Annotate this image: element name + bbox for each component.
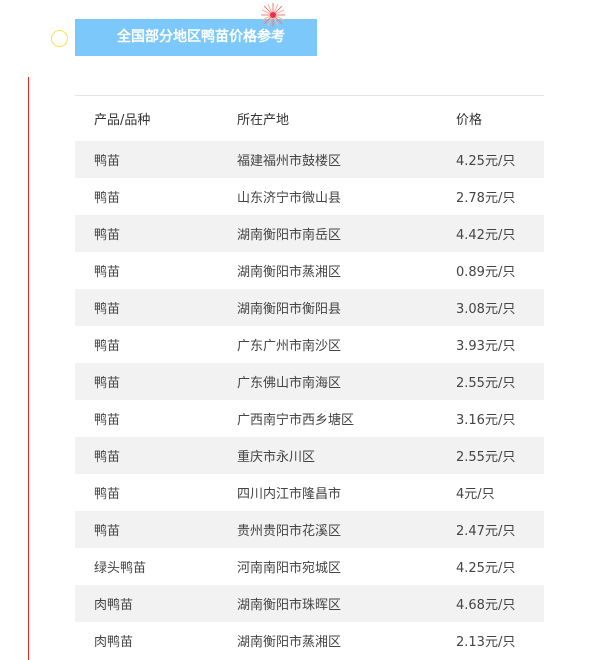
cell-product: 肉鸭苗 <box>94 635 134 650</box>
decorative-circle-icon <box>51 30 68 47</box>
table-row: 鸭苗 山东济宁市微山县 2.78元/只 <box>75 178 544 215</box>
table-row: 鸭苗 福建福州市鼓楼区 4.25元/只 <box>75 141 544 178</box>
section-title: 全国部分地区鸭苗价格参考 <box>117 29 285 45</box>
cell-location: 河南南阳市宛城区 <box>237 561 342 576</box>
cell-product: 鸭苗 <box>94 302 121 317</box>
table-row: 鸭苗 重庆市永川区 2.55元/只 <box>75 437 544 474</box>
cell-price: 4.42元/只 <box>456 228 516 243</box>
table-row: 鸭苗 四川内江市隆昌市 4元/只 <box>75 474 544 511</box>
table-row: 鸭苗 湖南衡阳市蒸湘区 0.89元/只 <box>75 252 544 289</box>
table-header: 产品/品种 所在产地 价格 <box>75 96 544 141</box>
header-location: 所在产地 <box>237 113 290 128</box>
cell-location: 湖南衡阳市蒸湘区 <box>237 265 342 280</box>
header-price: 价格 <box>456 113 483 128</box>
cell-product: 鸭苗 <box>94 265 121 280</box>
cell-price: 3.93元/只 <box>456 339 516 354</box>
cell-location: 贵州贵阳市花溪区 <box>237 524 342 539</box>
cell-price: 4.25元/只 <box>456 561 516 576</box>
cell-price: 2.78元/只 <box>456 191 516 206</box>
cell-price: 3.16元/只 <box>456 413 516 428</box>
cell-location: 湖南衡阳市珠晖区 <box>237 598 342 613</box>
cell-location: 湖南衡阳市南岳区 <box>237 228 342 243</box>
cell-product: 鸭苗 <box>94 524 121 539</box>
table-row: 肉鸭苗 湖南衡阳市珠晖区 4.68元/只 <box>75 585 544 622</box>
table-row: 鸭苗 广东佛山市南海区 2.55元/只 <box>75 363 544 400</box>
cell-product: 鸭苗 <box>94 191 121 206</box>
cell-product: 鸭苗 <box>94 450 121 465</box>
cell-location: 湖南衡阳市蒸湘区 <box>237 635 342 650</box>
cell-product: 鸭苗 <box>94 413 121 428</box>
cell-product: 鸭苗 <box>94 339 121 354</box>
cell-price: 4.25元/只 <box>456 154 516 169</box>
accent-line <box>28 77 29 660</box>
cell-price: 2.55元/只 <box>456 376 516 391</box>
price-table: 产品/品种 所在产地 价格 鸭苗 福建福州市鼓楼区 4.25元/只 鸭苗 山东济宁市微山… <box>75 95 544 659</box>
cell-product: 绿头鸭苗 <box>94 561 147 576</box>
table-row: 鸭苗 广西南宁市西乡塘区 3.16元/只 <box>75 400 544 437</box>
cell-location: 重庆市永川区 <box>237 450 316 465</box>
table-row: 鸭苗 湖南衡阳市衡阳县 3.08元/只 <box>75 289 544 326</box>
cell-location: 广东佛山市南海区 <box>237 376 342 391</box>
table-row: 肉鸭苗 湖南衡阳市蒸湘区 2.13元/只 <box>75 622 544 659</box>
firework-icon <box>261 3 285 27</box>
cell-location: 广西南宁市西乡塘区 <box>237 413 355 428</box>
table-row: 鸭苗 贵州贵阳市花溪区 2.47元/只 <box>75 511 544 548</box>
cell-price: 3.08元/只 <box>456 302 516 317</box>
table-row: 绿头鸭苗 河南南阳市宛城区 4.25元/只 <box>75 548 544 585</box>
cell-location: 湖南衡阳市衡阳县 <box>237 302 342 317</box>
cell-location: 福建福州市鼓楼区 <box>237 154 342 169</box>
cell-price: 2.13元/只 <box>456 635 516 650</box>
cell-price: 0.89元/只 <box>456 265 516 280</box>
cell-product: 鸭苗 <box>94 376 121 391</box>
header-product: 产品/品种 <box>94 113 151 128</box>
cell-price: 4元/只 <box>456 487 495 502</box>
cell-price: 2.55元/只 <box>456 450 516 465</box>
cell-product: 肉鸭苗 <box>94 598 134 613</box>
cell-location: 四川内江市隆昌市 <box>237 487 342 502</box>
table-row: 鸭苗 广东广州市南沙区 3.93元/只 <box>75 326 544 363</box>
cell-product: 鸭苗 <box>94 487 121 502</box>
cell-product: 鸭苗 <box>94 228 121 243</box>
section-title-banner: 全国部分地区鸭苗价格参考 <box>75 19 317 56</box>
cell-location: 山东济宁市微山县 <box>237 191 342 206</box>
cell-price: 4.68元/只 <box>456 598 516 613</box>
cell-product: 鸭苗 <box>94 154 121 169</box>
table-row: 鸭苗 湖南衡阳市南岳区 4.42元/只 <box>75 215 544 252</box>
cell-price: 2.47元/只 <box>456 524 516 539</box>
cell-location: 广东广州市南沙区 <box>237 339 342 354</box>
